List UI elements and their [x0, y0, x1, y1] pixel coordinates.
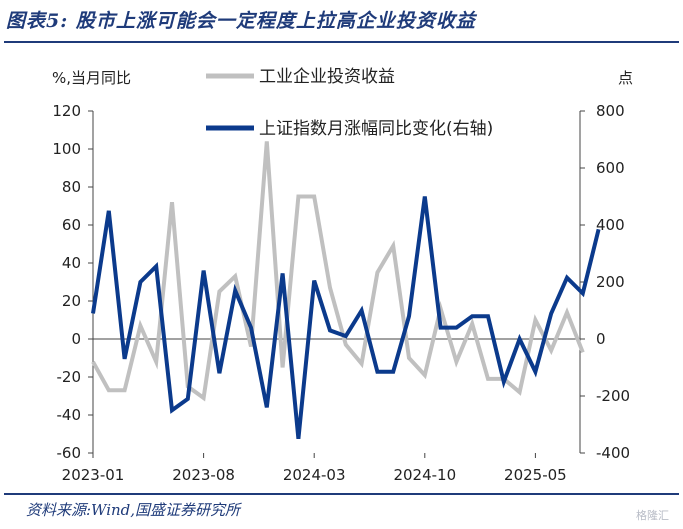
y-right-tick-label: 200: [596, 273, 625, 291]
y-left-tick-label: -40: [57, 406, 82, 424]
source-divider: [4, 493, 679, 495]
y-left-tick-label: -60: [57, 444, 82, 462]
x-tick-label: 2023-08: [172, 466, 235, 484]
x-tick-label: 2024-10: [393, 466, 456, 484]
series-lines: [91, 141, 601, 439]
y-right-tick-label: -400: [596, 444, 630, 462]
source-note: 资料来源:Wind,国盛证券研究所: [26, 501, 241, 519]
series-line-index-change: [91, 196, 601, 439]
y-left-tick-label: 20: [62, 292, 81, 310]
y-right-tick-label: 400: [596, 216, 625, 234]
y-left-axis-title: %,当月同比: [52, 69, 131, 87]
y-right-tick-label: -200: [596, 387, 630, 405]
figure-title: 图表5: 股市上涨可能会一定程度上拉高企业投资收益: [6, 10, 476, 32]
y-left-tick-label: 80: [62, 178, 81, 196]
axes: [88, 110, 585, 458]
y-right-axis-title: 点: [618, 69, 633, 87]
x-tick-label: 2024-03: [283, 466, 346, 484]
legend-label: 工业企业投资收益: [259, 67, 395, 87]
x-tick-label: 2023-01: [62, 466, 125, 484]
y-left-tick-label: 60: [62, 216, 81, 234]
axis-labels: 120100806040200-20-40-608006004002000-20…: [52, 69, 633, 484]
y-left-tick-label: 40: [62, 254, 81, 272]
y-right-tick-label: 800: [596, 102, 625, 120]
title-divider: [4, 41, 679, 43]
watermark: 格隆汇: [636, 509, 669, 522]
x-tick-label: 2025-05: [504, 466, 567, 484]
y-right-tick-label: 0: [596, 330, 606, 348]
y-left-tick-label: 100: [52, 140, 81, 158]
y-left-tick-label: 120: [52, 102, 81, 120]
y-left-tick-label: 0: [71, 330, 81, 348]
y-right-tick-label: 600: [596, 159, 625, 177]
y-left-tick-label: -20: [57, 368, 82, 386]
legend-label: 上证指数月涨幅同比变化(右轴): [259, 119, 493, 139]
